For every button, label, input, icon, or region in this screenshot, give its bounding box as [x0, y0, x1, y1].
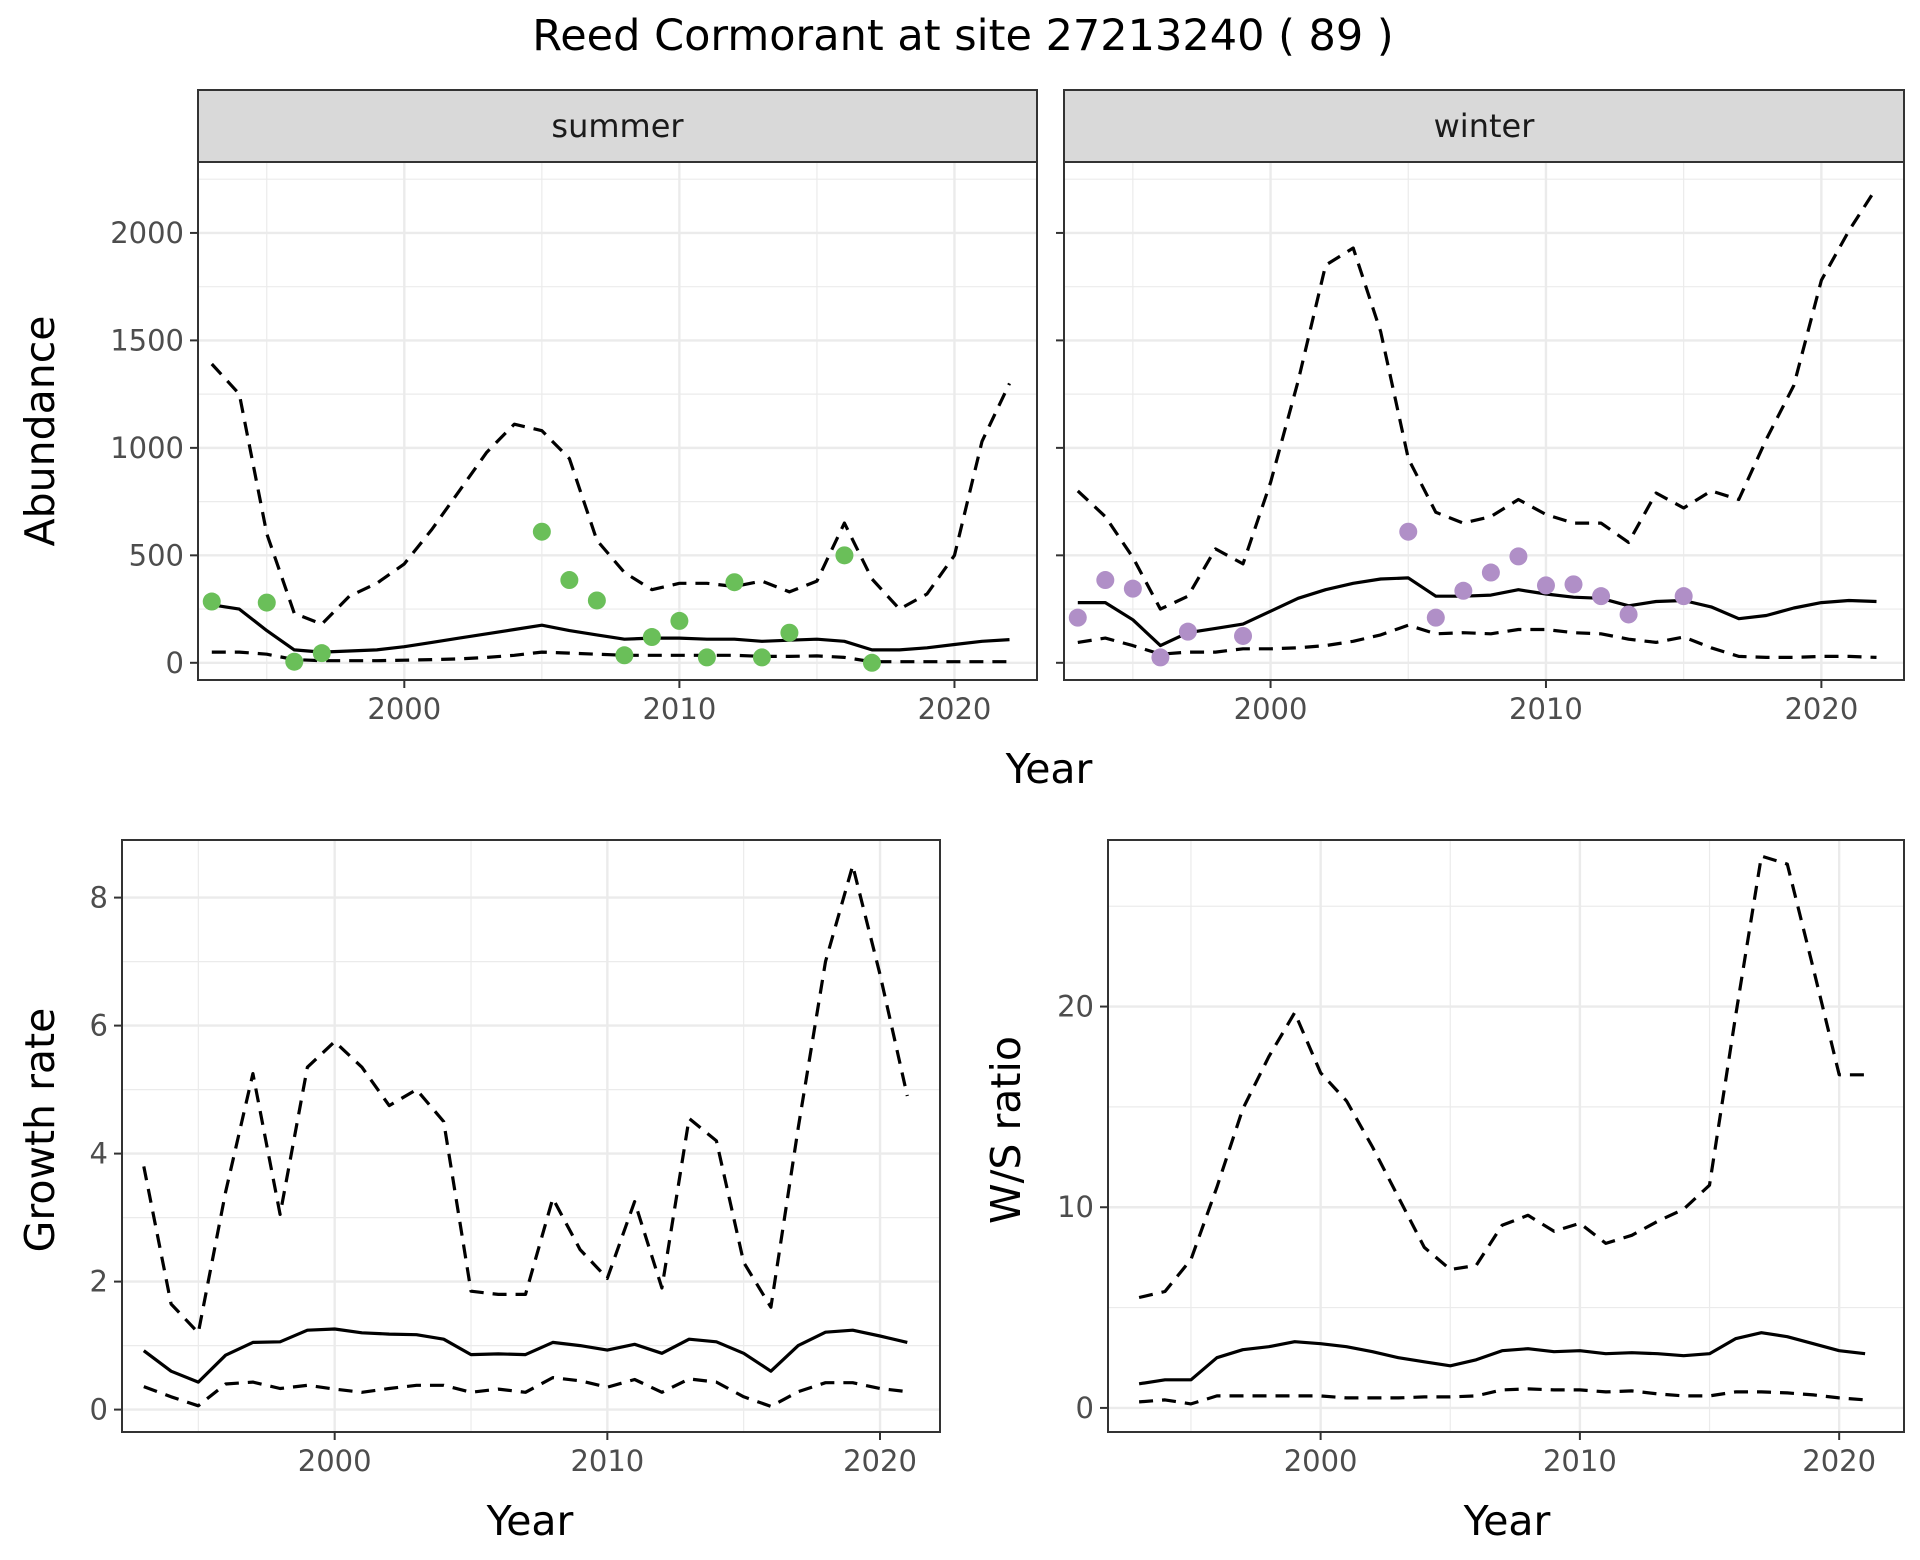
observation-point — [862, 653, 881, 672]
y-tick-label: 10 — [1057, 1190, 1094, 1224]
y-tick-label: 8 — [90, 881, 108, 915]
y-tick-label: 0 — [90, 1393, 108, 1427]
observation-point — [1178, 622, 1197, 641]
observation-point — [780, 623, 799, 642]
observation-point — [697, 648, 716, 667]
observation-point — [202, 592, 221, 611]
x-tick-label: 2000 — [1284, 1444, 1358, 1478]
observation-point — [1151, 648, 1170, 667]
observation-point — [532, 522, 551, 541]
y-tick-label: 2 — [90, 1265, 108, 1299]
estimate-line-winter — [1077, 576, 1877, 648]
panel-summer: 2000 2010 2020 0 500 1000 1500 2000 — [110, 161, 1038, 726]
figure-title: Reed Cormorant at site 27213240 ( 89 ) — [532, 11, 1393, 61]
facet-strip-summer — [197, 89, 1038, 163]
y-tick-label: 500 — [129, 538, 184, 572]
estimate-line-summer — [211, 603, 1010, 654]
panel-border — [197, 161, 1038, 681]
observation-point — [1674, 587, 1693, 606]
y-axis-title-abundance: Abundance — [16, 316, 64, 547]
lower-ci-line-growth — [143, 1376, 908, 1408]
x-tick-label: 2000 — [1234, 692, 1308, 726]
y-axis-title-growth: Growth rate — [16, 1008, 64, 1253]
observation-point — [1481, 563, 1500, 582]
panel-growth: 2000 2010 2020 0 2 4 6 8 — [90, 839, 941, 1478]
x-tick-label: 2020 — [1784, 692, 1858, 726]
observation-point — [1234, 626, 1253, 645]
observation-point — [285, 652, 304, 671]
observation-point — [642, 628, 661, 647]
observation-point — [1096, 571, 1115, 590]
facet-strip-winter — [1063, 89, 1905, 163]
x-tick-label: 2010 — [1543, 1444, 1617, 1478]
observation-point — [587, 591, 606, 610]
observation-point — [670, 611, 689, 630]
shared-x-axis-title: Year — [1005, 745, 1093, 793]
observation-point — [257, 593, 276, 612]
y-axis-title-ratio: W/S ratio — [982, 1036, 1030, 1224]
x-tick-label: 2020 — [843, 1444, 917, 1478]
upper-ci-line-ratio — [1138, 854, 1866, 1300]
estimate-line-ratio — [1138, 1331, 1866, 1386]
upper-ci-line-summer — [210, 362, 1011, 626]
y-tick-label: 6 — [90, 1009, 108, 1043]
observation-point — [1536, 576, 1555, 595]
lower-ci-line-summer — [211, 650, 1010, 664]
x-tick-label: 2000 — [298, 1444, 372, 1478]
x-axis-title-ratio: Year — [1463, 1497, 1551, 1545]
observation-point — [752, 648, 771, 667]
x-axis-title-growth: Year — [486, 1497, 574, 1545]
x-tick-label: 2020 — [1802, 1444, 1876, 1478]
panel-border — [1107, 839, 1905, 1433]
observation-point — [1454, 581, 1473, 600]
y-tick-label: 2000 — [110, 216, 184, 250]
y-tick-label: 1000 — [110, 431, 184, 465]
y-tick-label: 0 — [1076, 1391, 1094, 1425]
x-tick-label: 2020 — [918, 692, 992, 726]
upper-ci-line-growth — [142, 864, 909, 1335]
observation-point — [615, 646, 634, 665]
y-tick-label: 0 — [166, 646, 184, 680]
y-tick-label: 4 — [90, 1137, 108, 1171]
observation-point — [1399, 522, 1418, 541]
facet-label-winter: winter — [1434, 107, 1536, 145]
lower-ci-line-winter — [1077, 623, 1877, 659]
x-tick-label: 2010 — [642, 692, 716, 726]
lower-ci-line-ratio — [1138, 1387, 1866, 1406]
observation-point — [1592, 587, 1611, 606]
panel-border — [1063, 161, 1905, 681]
y-tick-label: 20 — [1057, 990, 1094, 1024]
observation-point — [1068, 608, 1087, 627]
observation-point — [1509, 547, 1528, 566]
estimate-line-growth — [142, 1327, 908, 1384]
observation-point — [835, 546, 854, 565]
panel-border — [121, 839, 941, 1433]
observation-point — [1619, 605, 1638, 624]
x-tick-label: 2000 — [367, 692, 441, 726]
x-tick-label: 2010 — [1509, 692, 1583, 726]
observation-point — [560, 571, 579, 590]
observation-point — [1426, 608, 1445, 627]
y-tick-label: 1500 — [110, 323, 184, 357]
observation-point — [312, 644, 331, 663]
x-tick-label: 2010 — [570, 1444, 644, 1478]
observation-point — [725, 573, 744, 592]
panel-winter: 2000 2010 2020 — [1056, 161, 1905, 726]
facet-label-summer: summer — [551, 107, 684, 145]
observation-point — [1123, 579, 1142, 598]
upper-ci-line-winter — [1076, 186, 1878, 611]
observation-point — [1564, 575, 1583, 594]
panel-ratio: 2000 2010 2020 0 10 20 — [1057, 839, 1905, 1478]
